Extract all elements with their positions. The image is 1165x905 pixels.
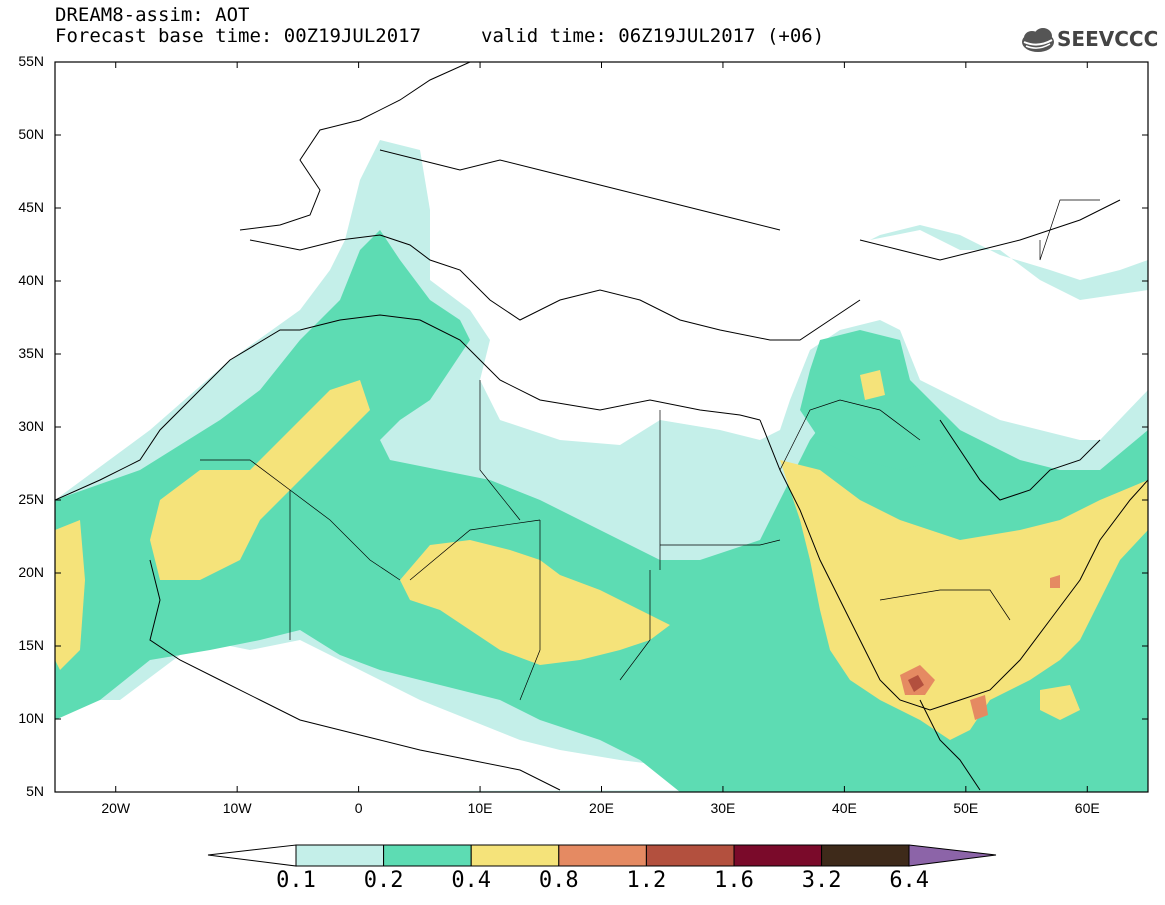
contour-0-8-oman	[1050, 575, 1060, 588]
chart-title: DREAM8-assim: AOT	[55, 4, 250, 26]
contour-0-4-sahara-west	[150, 380, 370, 580]
lon-label: 50E	[953, 800, 979, 816]
valid-time: valid time: 06Z19JUL2017 (+06)	[481, 25, 825, 47]
colorbar-label: 0.4	[451, 868, 492, 893]
lat-label: 35N	[18, 345, 44, 361]
lat-ticks	[55, 61, 1148, 793]
colorbar-box	[645, 844, 735, 867]
colorbar-label: 1.2	[626, 868, 667, 893]
lat-label: 55N	[18, 53, 44, 69]
lat-label: 25N	[18, 491, 44, 507]
colorbar-high-triangle	[908, 844, 997, 867]
colorbar-label: 0.1	[276, 868, 316, 893]
colorbar-box	[821, 844, 910, 867]
lat-label: 20N	[18, 564, 44, 580]
contour-0-8-horn	[970, 695, 988, 720]
lon-label: 40E	[831, 800, 857, 816]
colorbar-label: 6.4	[889, 868, 930, 893]
coastlines	[55, 62, 1148, 791]
seevccc-logo	[1022, 28, 1054, 52]
colorbar-label: 1.6	[714, 868, 754, 893]
lat-label: 5N	[26, 783, 44, 799]
colorbar-box	[558, 844, 647, 867]
contour-0-4-horn	[1040, 685, 1080, 720]
country-borders	[200, 199, 1100, 701]
lat-label: 45N	[18, 199, 44, 215]
lon-label: 20E	[589, 800, 614, 816]
contour-0-2-iraq	[800, 330, 960, 470]
lat-label: 30N	[18, 418, 44, 434]
colorbar-box	[733, 844, 823, 867]
lon-label: 30E	[710, 800, 736, 816]
aot-contours	[55, 140, 1148, 792]
lon-label: 0	[354, 800, 363, 816]
colorbar-label: 0.2	[363, 868, 404, 893]
colorbar-label: 3.2	[801, 868, 842, 893]
lon-label: 60E	[1074, 800, 1100, 816]
forecast-base-time: Forecast base time: 00Z19JUL2017	[55, 25, 422, 47]
colorbar-box	[383, 844, 472, 867]
cloud-icon	[1022, 28, 1054, 52]
lon-label: 10W	[222, 800, 252, 816]
contour-0-1-caspian	[870, 225, 1148, 300]
contour-0-4-sahara-central	[400, 540, 670, 665]
lon-label: 20W	[101, 800, 131, 816]
lat-label: 10N	[18, 710, 44, 726]
contour-1-2-yemen	[908, 675, 924, 692]
contour-0-4-senegal	[55, 520, 85, 670]
colorbar-label: 0.8	[538, 868, 579, 893]
contour-0-4-iraq	[860, 370, 885, 400]
lon-label: 10E	[467, 800, 493, 816]
colorbar-low-triangle	[207, 844, 297, 867]
colorbar	[207, 844, 997, 867]
lat-label: 15N	[18, 637, 44, 653]
colorbar-boxes	[295, 844, 910, 867]
colorbar-box	[470, 844, 560, 867]
lat-label: 50N	[18, 126, 44, 142]
contour-0-1-west-africa-gap	[55, 640, 800, 792]
lon-ticks	[115, 62, 1088, 792]
lat-label: 40N	[18, 272, 44, 288]
logo-text: SEEVCCC	[1057, 27, 1159, 51]
contour-0-4-arabia	[780, 460, 1148, 740]
colorbar-box	[295, 844, 385, 867]
